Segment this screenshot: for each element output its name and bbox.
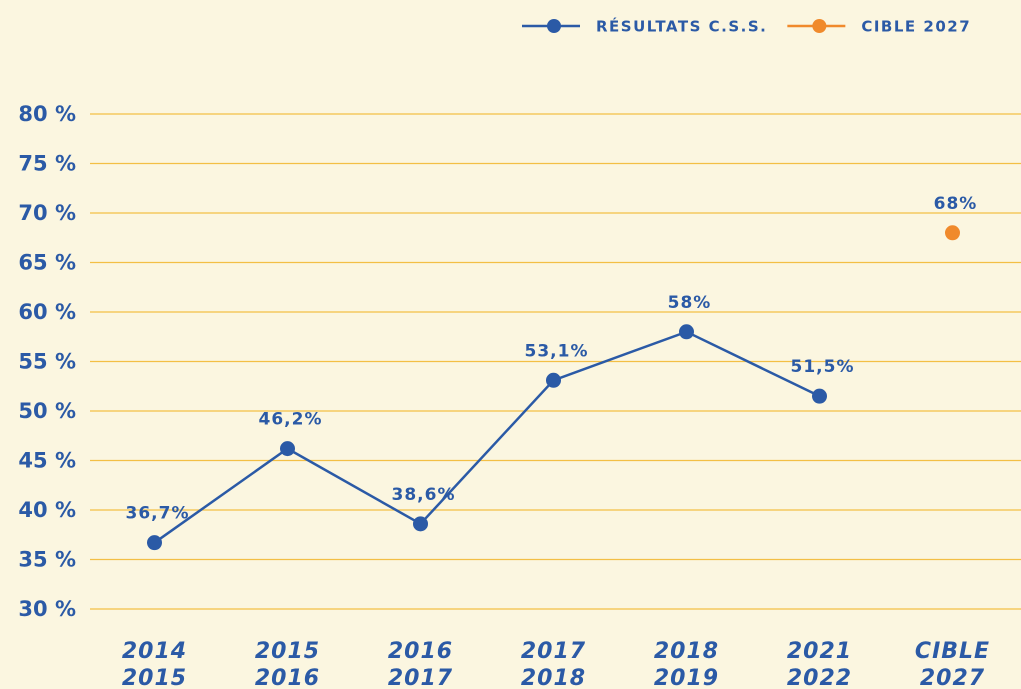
x-tick-label: 2019 [654, 666, 719, 689]
x-tick-label: 2017 [388, 666, 453, 689]
data-label: 58% [668, 293, 712, 313]
y-tick-label: 60 % [18, 300, 76, 324]
y-tick-label: 45 % [18, 449, 76, 473]
data-point [812, 388, 827, 404]
series-line [153, 330, 821, 544]
y-tick-label: 80 % [18, 102, 76, 126]
x-tick-label: 2014 [122, 639, 187, 664]
y-tick-label: 40 % [18, 498, 76, 522]
x-tick-label: CIBLE [915, 639, 990, 664]
data-point [280, 441, 295, 457]
data-point [679, 324, 694, 340]
data-point [546, 372, 561, 388]
x-tick-label: 2016 [255, 666, 320, 689]
x-tick-label: 2021 [787, 639, 852, 664]
data-point [147, 535, 162, 551]
data-label: 68% [934, 194, 978, 214]
y-tick-label: 75 % [18, 152, 76, 176]
data-point [945, 225, 960, 241]
y-tick-label: 30 % [18, 597, 76, 621]
x-tick-label: 2015 [122, 666, 187, 689]
legend-marker [547, 19, 561, 33]
x-tick-label: 2016 [388, 639, 453, 664]
x-tick-label: 2018 [654, 639, 719, 664]
x-tick-label: 2015 [255, 639, 320, 664]
x-tick-label: 2017 [521, 639, 586, 664]
y-tick-label: 35 % [18, 548, 76, 572]
y-tick-label: 70 % [18, 201, 76, 225]
data-label: 53,1% [525, 341, 589, 361]
data-label: 46,2% [259, 410, 323, 430]
data-label: 51,5% [791, 357, 855, 377]
data-point [413, 516, 428, 532]
x-tick-label: 2022 [787, 666, 852, 689]
data-label: 38,6% [392, 485, 456, 505]
y-tick-label: 55 % [18, 350, 76, 374]
x-tick-label: 2018 [521, 666, 586, 689]
data-label: 36,7% [126, 504, 190, 524]
y-tick-label: 65 % [18, 251, 76, 275]
legend-marker [812, 19, 827, 33]
y-tick-label: 50 % [18, 399, 76, 423]
legend-label: RÉSULTATS C.S.S. [596, 17, 767, 36]
x-tick-label: 2027 [920, 666, 985, 689]
legend-label: CIBLE 2027 [861, 18, 971, 36]
